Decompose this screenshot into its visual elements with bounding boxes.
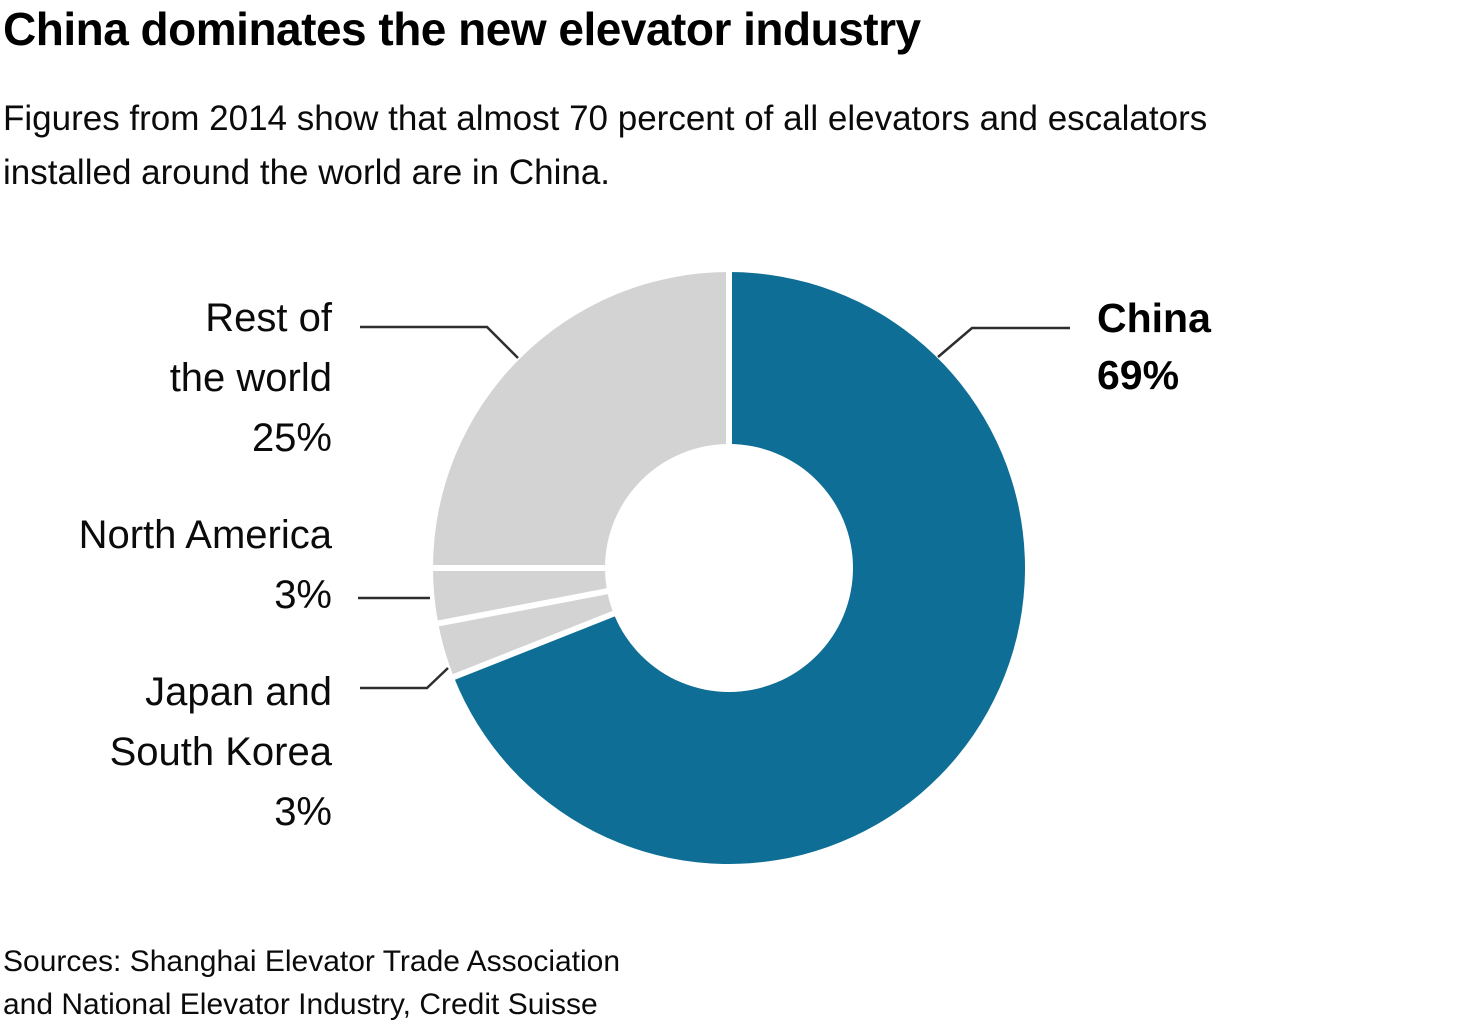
sources-note: Sources: Shanghai Elevator Trade Associa… bbox=[3, 945, 621, 1021]
callout-rest-of-the-world: Rest of the world 25% bbox=[169, 296, 332, 460]
chart-title: China dominates the new elevator industr… bbox=[3, 3, 921, 55]
leader-line-china bbox=[937, 326, 1070, 358]
leader-line-japan-and-south-korea bbox=[360, 667, 449, 690]
donut-hole bbox=[605, 444, 853, 692]
callout-japan-and-south-korea: Japan and South Korea 3% bbox=[109, 670, 332, 834]
callout-north-america: North America 3% bbox=[78, 513, 332, 617]
callout-china: China 69% bbox=[1097, 295, 1211, 398]
leader-lines-group bbox=[358, 325, 1070, 690]
leader-line-rest-of-the-world bbox=[360, 325, 519, 359]
chart-subtitle: Figures from 2014 show that almost 70 pe… bbox=[3, 99, 1208, 192]
